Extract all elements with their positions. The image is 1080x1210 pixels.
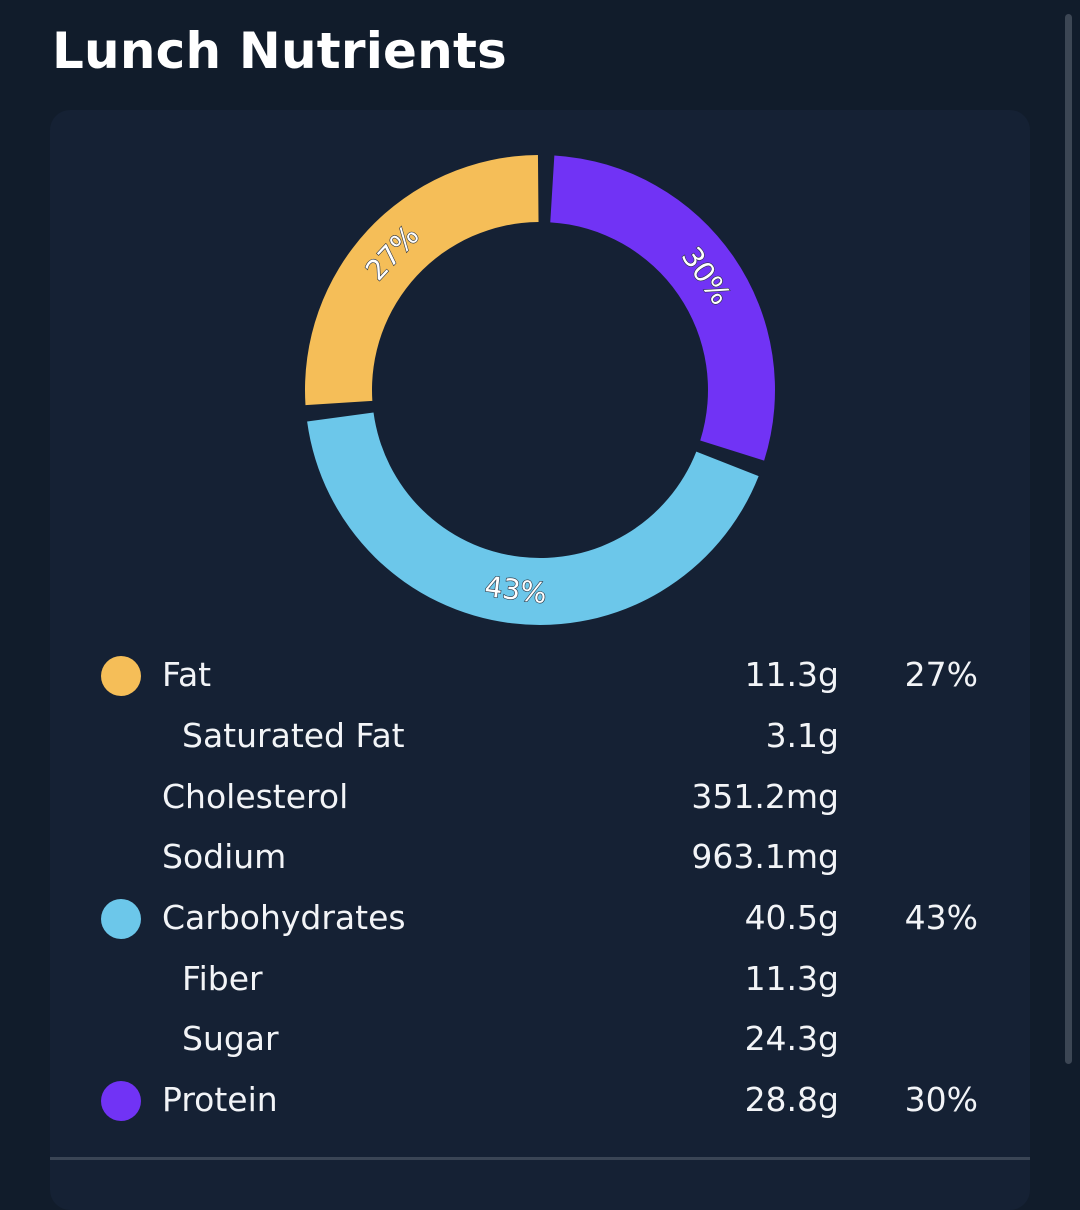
nutrient-row-fat: Fat 11.3g 27%: [0, 645, 1080, 705]
nutrient-name: Saturated Fat: [182, 716, 405, 755]
macronutrient-donut-chart: 30%43%27%: [305, 155, 775, 625]
donut-slice-fat[interactable]: [305, 155, 539, 406]
nutrient-name: Fiber: [182, 959, 263, 998]
nutrient-name: Cholesterol: [162, 777, 349, 816]
nutrient-name: Protein: [162, 1080, 278, 1119]
nutrient-amount: 11.3g: [744, 959, 839, 998]
nutrient-row-fiber: Fiber 11.3g: [0, 949, 1080, 1009]
nutrient-amount: 963.1mg: [691, 837, 839, 876]
carbohydrates-color-dot: [101, 899, 141, 939]
nutrients-card: [50, 110, 1030, 1210]
nutrient-name: Sodium: [162, 837, 287, 876]
nutrient-name: Fat: [162, 655, 212, 694]
donut-slice-carbohydrates[interactable]: [307, 412, 759, 625]
nutrient-row-cholesterol: Cholesterol 351.2mg: [0, 767, 1080, 827]
nutrient-percent: 30%: [904, 1080, 978, 1119]
nutrient-row-sodium: Sodium 963.1mg: [0, 827, 1080, 887]
nutrient-amount: 3.1g: [765, 716, 839, 755]
protein-color-dot: [101, 1081, 141, 1121]
donut-slice-protein[interactable]: [550, 155, 775, 461]
nutrient-name: Sugar: [182, 1019, 279, 1058]
card-divider: [50, 1157, 1030, 1160]
nutrient-amount: 24.3g: [744, 1019, 839, 1058]
nutrient-row-sugar: Sugar 24.3g: [0, 1009, 1080, 1069]
donut-label-carbohydrates: 43%: [483, 570, 549, 610]
scrollbar[interactable]: [1065, 14, 1072, 1064]
fat-color-dot: [101, 656, 141, 696]
nutrient-percent: 43%: [904, 898, 978, 937]
nutrient-amount: 11.3g: [744, 655, 839, 694]
nutrient-name: Carbohydrates: [162, 898, 406, 937]
nutrient-percent: 27%: [904, 655, 978, 694]
nutrient-amount: 28.8g: [744, 1080, 839, 1119]
nutrient-amount: 351.2mg: [691, 777, 839, 816]
nutrient-amount: 40.5g: [744, 898, 839, 937]
page-title: Lunch Nutrients: [52, 22, 508, 80]
nutrient-row-protein: Protein 28.8g 30%: [0, 1070, 1080, 1130]
nutrient-row-carbohydrates: Carbohydrates 40.5g 43%: [0, 888, 1080, 948]
nutrient-row-saturated-fat: Saturated Fat 3.1g: [0, 706, 1080, 766]
